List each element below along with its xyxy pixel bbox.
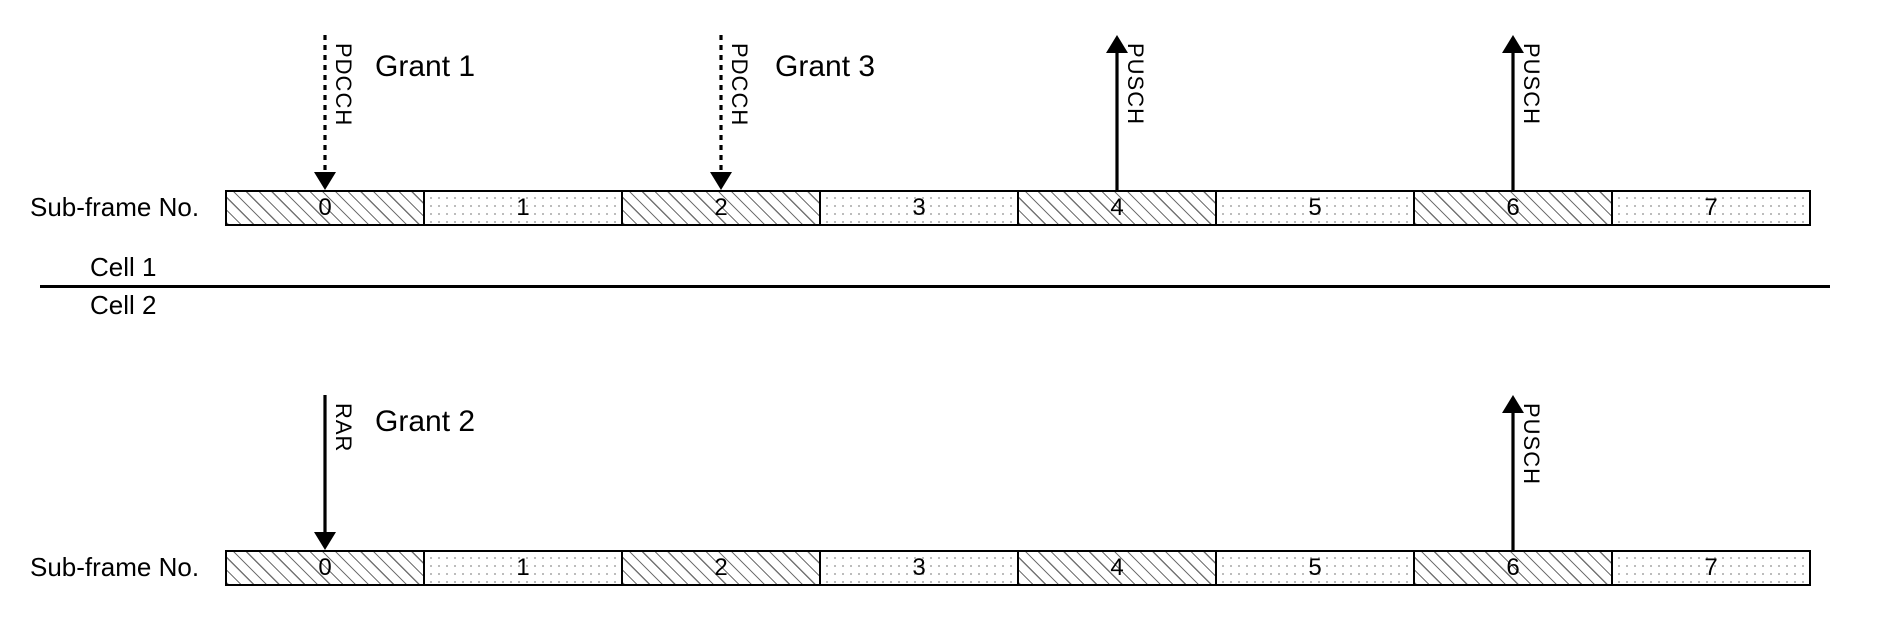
- cell1-label: Cell 1: [90, 252, 156, 283]
- grant1-label: Grant 1: [375, 50, 475, 84]
- top-cell-2: 2: [621, 190, 821, 226]
- top-subframe-strip: 01234567: [225, 190, 1811, 226]
- cell-divider: [40, 285, 1830, 288]
- bottom-subframe-label: Sub-frame No.: [30, 552, 199, 583]
- bottom-cell-3: 3: [819, 550, 1019, 586]
- top-arrow-pusch-sf4: PUSCH: [1087, 35, 1147, 190]
- top-arrow-pdcch-sf0-label: PDCCH: [330, 43, 356, 126]
- timing-diagram: Sub-frame No. Sub-frame No. 01234567 012…: [30, 20, 1865, 610]
- bottom-subframe-strip: 01234567: [225, 550, 1811, 586]
- bottom-cell-1: 1: [423, 550, 623, 586]
- bottom-cell-2: 2: [621, 550, 821, 586]
- grant3-label: Grant 3: [775, 50, 875, 84]
- bottom-arrow-pusch-sf6-label: PUSCH: [1518, 403, 1544, 485]
- top-arrow-pusch-sf4-label: PUSCH: [1122, 43, 1148, 125]
- top-arrow-pusch-sf6-label: PUSCH: [1518, 43, 1544, 125]
- cell2-label: Cell 2: [90, 290, 156, 321]
- top-cell-7: 7: [1611, 190, 1811, 226]
- top-cell-5: 5: [1215, 190, 1415, 226]
- bottom-cell-0: 0: [225, 550, 425, 586]
- top-arrow-pusch-sf6: PUSCH: [1483, 35, 1543, 190]
- top-cell-3: 3: [819, 190, 1019, 226]
- top-cell-6: 6: [1413, 190, 1613, 226]
- top-cell-4: 4: [1017, 190, 1217, 226]
- bottom-cell-4: 4: [1017, 550, 1217, 586]
- bottom-cell-6: 6: [1413, 550, 1613, 586]
- top-arrow-pdcch-sf2: PDCCH: [691, 35, 751, 190]
- top-cell-1: 1: [423, 190, 623, 226]
- grant2-label: Grant 2: [375, 405, 475, 439]
- top-cell-0: 0: [225, 190, 425, 226]
- bottom-arrow-pusch-sf6: PUSCH: [1483, 395, 1543, 550]
- top-arrow-pdcch-sf0: PDCCH: [295, 35, 355, 190]
- bottom-cell-5: 5: [1215, 550, 1415, 586]
- bottom-arrow-rar-sf0-label: RAR: [330, 403, 356, 452]
- bottom-arrow-rar-sf0: RAR: [295, 395, 355, 550]
- bottom-cell-7: 7: [1611, 550, 1811, 586]
- top-subframe-label: Sub-frame No.: [30, 192, 199, 223]
- top-arrow-pdcch-sf2-label: PDCCH: [726, 43, 752, 126]
